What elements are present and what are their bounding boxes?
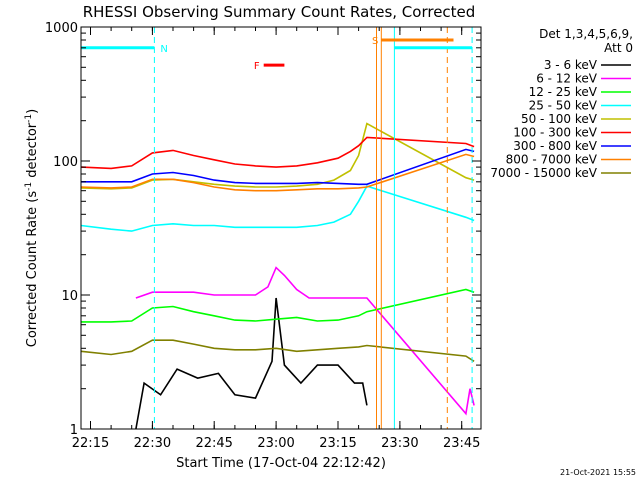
series-line-25-50-kev	[80, 185, 475, 232]
legend-label-7000-15000-kev: 7000 - 15000 keV	[490, 166, 597, 180]
plot-frame	[80, 26, 482, 430]
series-line-7000-15000-kev	[80, 339, 475, 362]
x-tick-label: 22:45	[195, 436, 232, 451]
series-line-12-25-kev	[81, 288, 475, 323]
y-tick-label: 1000	[45, 21, 78, 36]
x-tick-label: 22:30	[134, 436, 171, 451]
series-line-300-800-kev	[81, 148, 475, 186]
legend-label-50-100-kev: 50 - 100 keV	[521, 112, 598, 126]
x-tick-label: 23:15	[319, 436, 356, 451]
legend-label-100-300-kev: 100 - 300 keV	[513, 126, 597, 140]
y-axis-label-end: )	[25, 109, 40, 114]
legend-header-line1: Det 1,3,4,5,6,9,	[539, 27, 633, 41]
legend-label-800-7000-kev: 800 - 7000 keV	[506, 153, 598, 167]
flag-label-f: F	[254, 61, 260, 72]
y-axis-label-mid: detector	[25, 122, 40, 182]
series-line-3-6-kev	[135, 297, 368, 430]
x-tick-label: 22:15	[72, 436, 109, 451]
y-axis-label-sup2: -1	[24, 114, 34, 123]
footer-date: 21-Oct-2021 15:55	[560, 468, 636, 477]
x-axis-label: Start Time (17-Oct-04 22:12:42)	[176, 456, 386, 471]
y-axis-label-sup1: -1	[24, 182, 34, 191]
y-axis-label-start: Corrected Count Rate (s	[25, 191, 40, 348]
x-tick-label: 23:30	[381, 436, 418, 451]
series-line-800-7000-kev	[80, 153, 475, 192]
flag-label-s: S	[372, 36, 378, 47]
legend-label-6-12-kev: 6 - 12 keV	[536, 72, 598, 86]
chart-title: RHESSI Observing Summary Count Rates, Co…	[83, 3, 476, 21]
legend-label-3-6-kev: 3 - 6 keV	[544, 58, 598, 72]
legend-header-line2: Att 0	[604, 41, 633, 55]
x-tick-label: 23:45	[443, 436, 480, 451]
flag-label-n: N	[160, 44, 167, 55]
y-tick-label: 1	[70, 423, 78, 438]
y-tick-label: 10	[61, 289, 78, 304]
x-tick-label: 23:00	[257, 436, 294, 451]
series-layer	[80, 122, 475, 430]
legend-label-300-800-kev: 300 - 800 keV	[513, 139, 597, 153]
y-axis-label: Corrected Count Rate (s-1 detector-1)	[24, 109, 40, 347]
y-tick-label: 100	[53, 155, 78, 170]
legend-label-12-25-kev: 12 - 25 keV	[529, 85, 598, 99]
series-line-6-12-kev	[135, 266, 475, 416]
series-line-100-300-kev	[80, 136, 475, 170]
flag-bar-layer: N F S	[81, 36, 473, 72]
legend-label-25-50-kev: 25 - 50 keV	[529, 99, 598, 113]
axis-ticks: 22:15 22:30 22:45 23:00 23:15 23:30 23:45 1 10 10…	[45, 21, 481, 451]
